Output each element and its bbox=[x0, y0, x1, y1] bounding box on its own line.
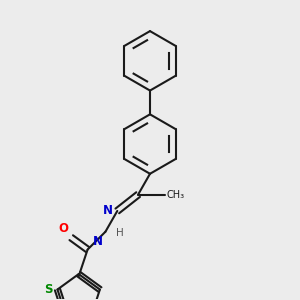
Text: S: S bbox=[44, 283, 53, 296]
Text: N: N bbox=[92, 235, 102, 248]
Text: N: N bbox=[103, 204, 113, 218]
Text: O: O bbox=[58, 222, 68, 235]
Text: CH₃: CH₃ bbox=[166, 190, 184, 200]
Text: H: H bbox=[116, 228, 124, 238]
